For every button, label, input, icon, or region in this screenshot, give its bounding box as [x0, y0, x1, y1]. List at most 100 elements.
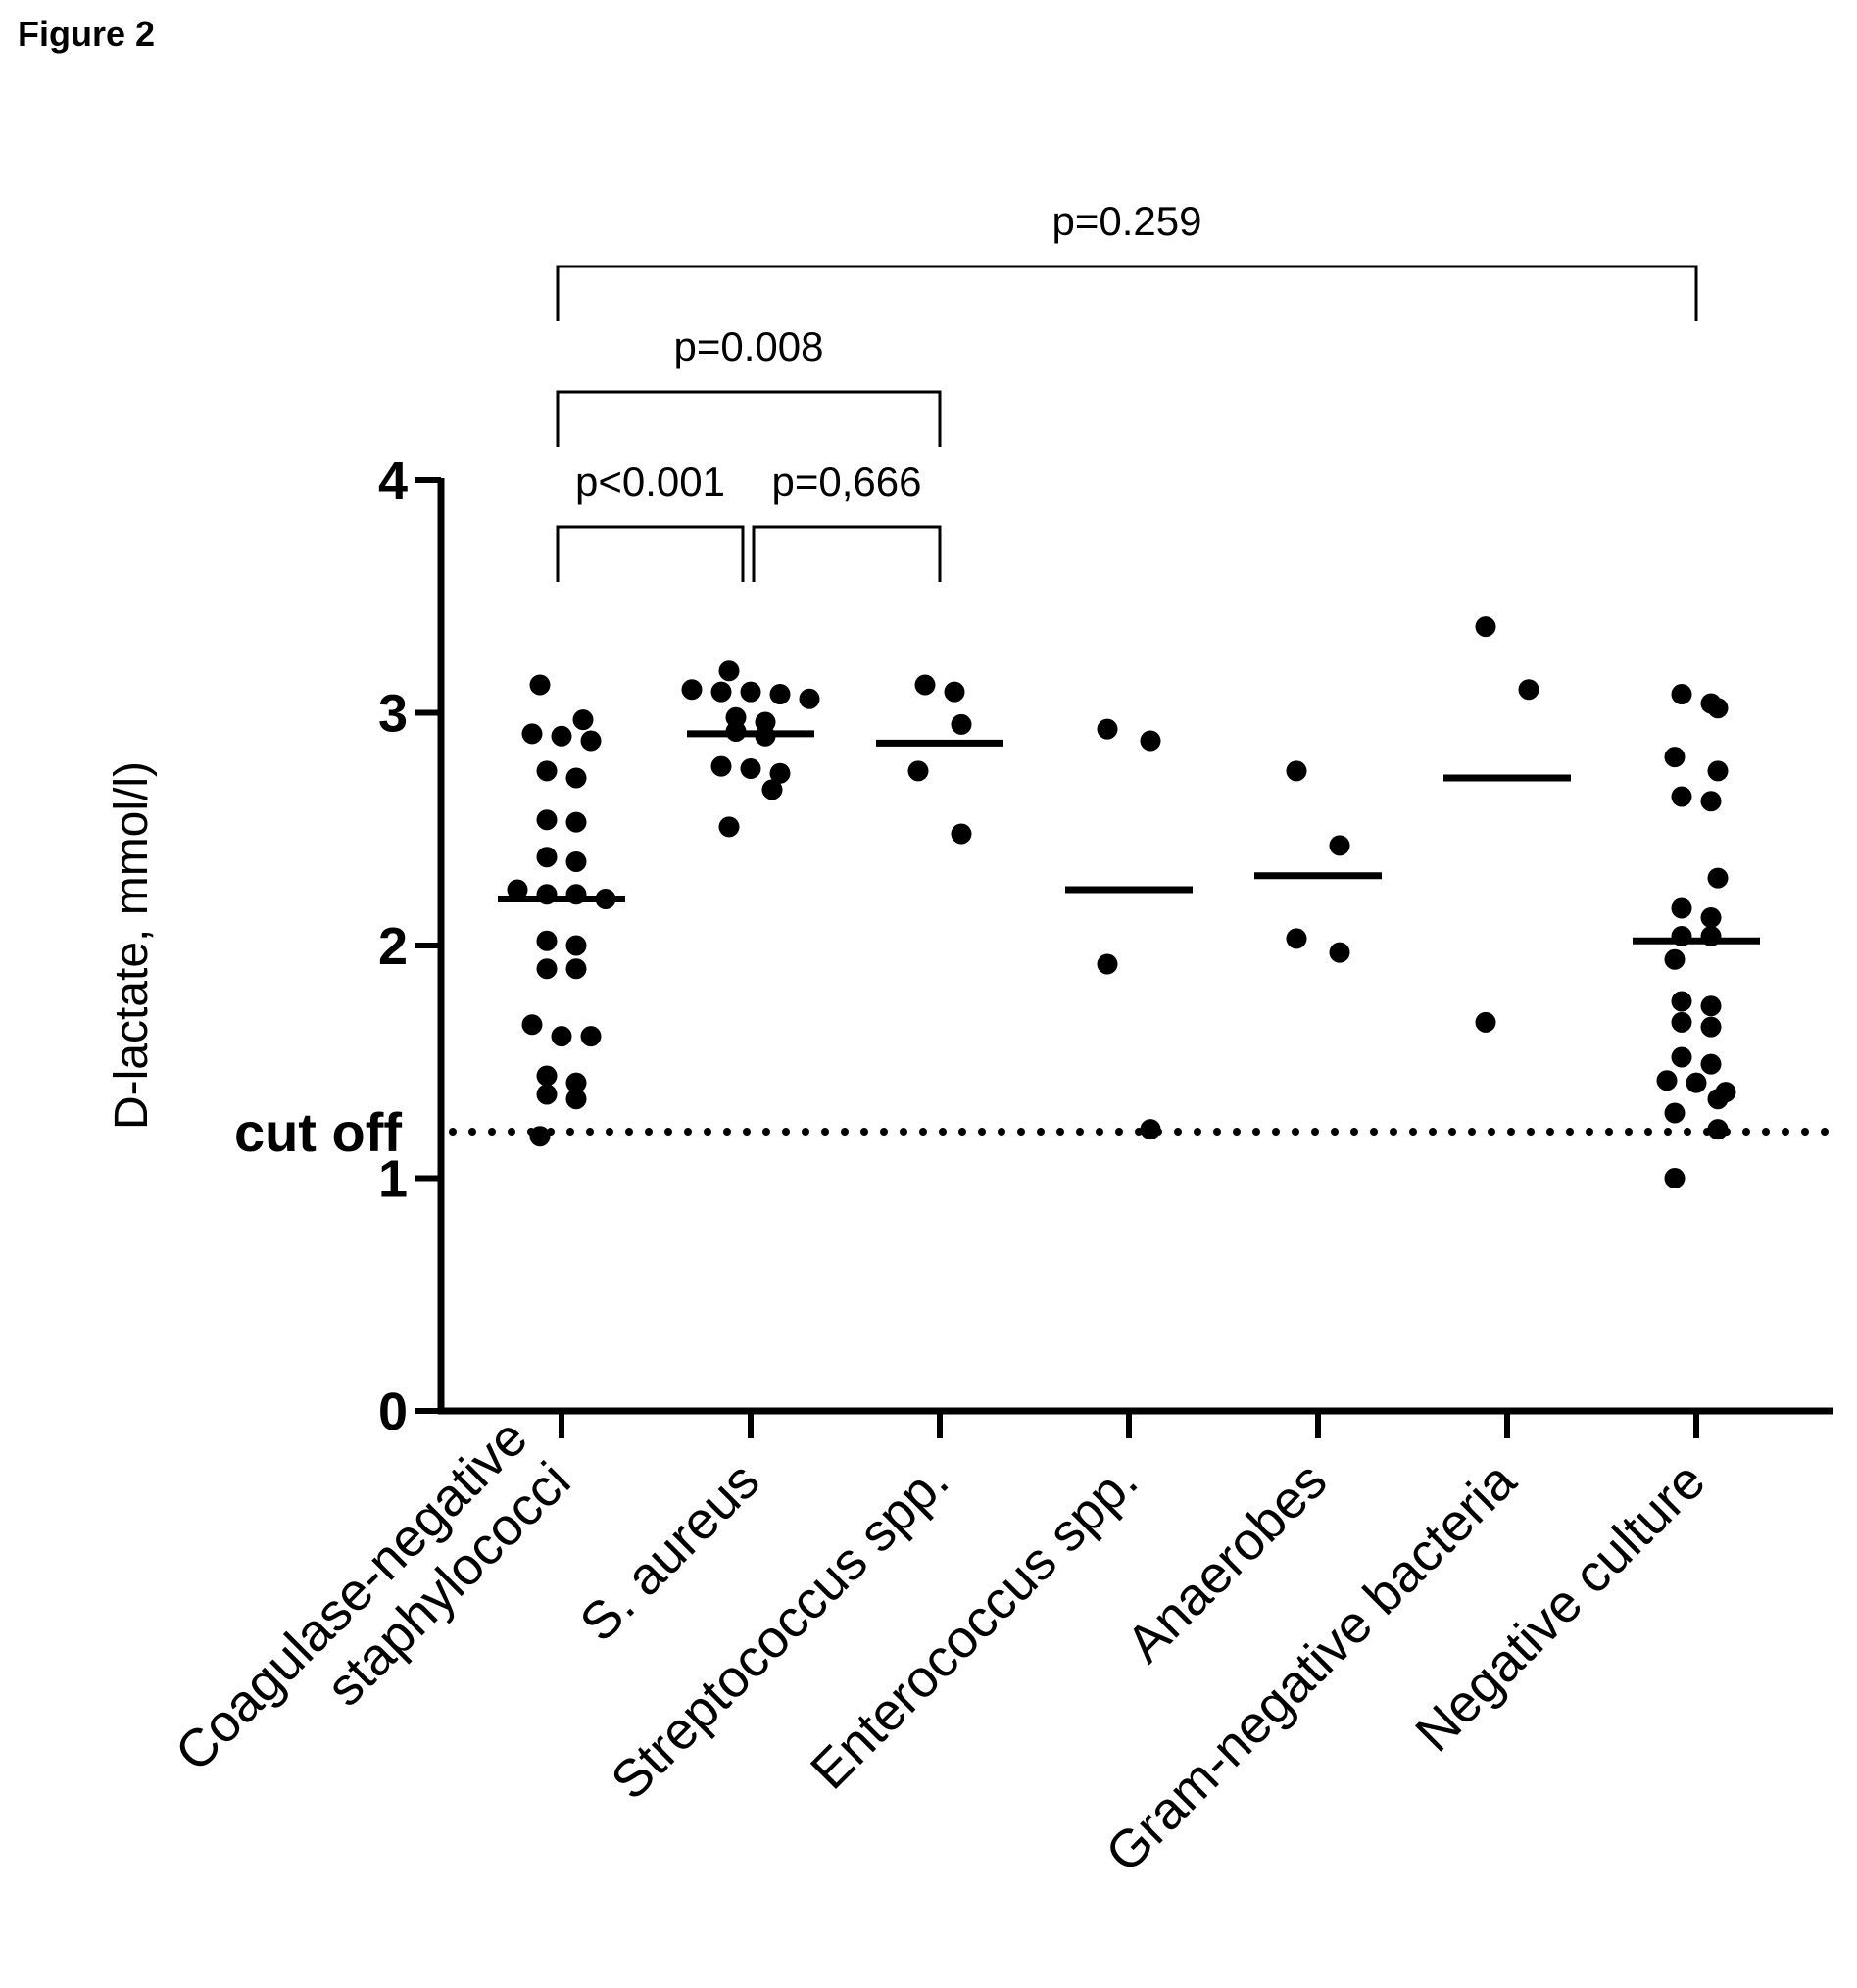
- data-point: [572, 709, 594, 731]
- data-point: [951, 823, 972, 845]
- cutoff-label: cut off: [234, 1101, 402, 1163]
- data-point: [799, 688, 820, 709]
- data-point: [551, 725, 572, 747]
- figure-label: Figure 2: [18, 14, 156, 54]
- data-point: [914, 674, 936, 696]
- data-point: [529, 674, 551, 696]
- data-point: [521, 1014, 543, 1036]
- data-point: [761, 779, 783, 800]
- data-point: [681, 679, 703, 701]
- data-point: [565, 1072, 587, 1093]
- data-point: [1700, 1053, 1722, 1075]
- data-point: [1700, 907, 1722, 928]
- comparison-bracket: [556, 265, 1698, 321]
- data-point: [529, 1126, 551, 1147]
- data-point: [1664, 1168, 1686, 1188]
- data-point: [1664, 948, 1686, 970]
- data-point: [536, 809, 558, 831]
- data-point: [536, 1084, 558, 1105]
- x-category-label-line: S. aureus: [569, 1451, 771, 1653]
- data-point: [1475, 616, 1496, 638]
- x-category-label: S. aureus: [569, 1451, 771, 1653]
- data-point: [718, 816, 740, 838]
- data-point: [1700, 995, 1722, 1017]
- data-point: [1707, 698, 1729, 719]
- data-point: [1286, 760, 1307, 782]
- comparison-bracket: [556, 390, 942, 447]
- data-point: [1664, 747, 1686, 768]
- data-point: [580, 730, 602, 752]
- data-point: [1671, 684, 1692, 704]
- data-point: [740, 758, 761, 779]
- y-tick-label: 0: [378, 1382, 408, 1441]
- data-point: [740, 681, 761, 703]
- median-lines: [498, 730, 1760, 945]
- data-point: [1671, 1011, 1692, 1033]
- data-point: [769, 684, 791, 704]
- data-point: [536, 958, 558, 980]
- x-category-label-line: Streptococcus spp.: [600, 1451, 959, 1811]
- data-point: [1518, 679, 1539, 701]
- data-point: [1097, 953, 1118, 975]
- data-point: [521, 723, 543, 745]
- x-category-label-line: Coagulase-negative: [165, 1408, 539, 1782]
- comparison-p-value: p=0,666: [772, 459, 922, 505]
- comparison-brackets: p<0.001 p=0,666 p=0.008 p=0.259: [556, 198, 1698, 582]
- data-point: [1686, 1072, 1707, 1093]
- data-point: [718, 660, 740, 682]
- axes: 0 1 2 3 4 D-lactate, mmol/l): [106, 452, 1833, 1441]
- x-category-label: Coagulase-negativestaphylococci: [165, 1408, 582, 1825]
- comparison-p-value: p<0.001: [575, 459, 725, 505]
- data-point: [1475, 1011, 1496, 1033]
- data-point: [1286, 928, 1307, 949]
- data-point: [565, 935, 587, 956]
- data-point: [1097, 718, 1118, 740]
- data-point: [565, 767, 587, 789]
- cutoff-layer: cut off: [234, 1101, 1836, 1163]
- data-point: [907, 760, 929, 782]
- data-point: [1140, 1119, 1161, 1140]
- y-tick-label: 3: [378, 685, 408, 744]
- data-point: [1700, 1016, 1722, 1038]
- data-point: [565, 811, 587, 833]
- x-category-label: Streptococcus spp.: [600, 1451, 959, 1811]
- data-point: [1140, 730, 1161, 752]
- data-point: [507, 879, 528, 900]
- data-point: [536, 847, 558, 868]
- data-point: [710, 681, 732, 703]
- y-tick-label: 2: [378, 917, 408, 976]
- data-point: [1671, 1046, 1692, 1068]
- x-category-label: Enterococcus spp.: [800, 1451, 1149, 1801]
- data-point: [1707, 760, 1729, 782]
- data-point: [536, 1065, 558, 1087]
- data-point: [1707, 1119, 1729, 1140]
- data-point: [1671, 897, 1692, 919]
- data-point: [1707, 867, 1729, 889]
- data-point: [565, 1089, 587, 1110]
- data-point: [580, 1026, 602, 1047]
- data-points: [507, 616, 1736, 1188]
- data-point: [1707, 1089, 1729, 1110]
- y-axis-label: D-lactate, mmol/l): [106, 761, 158, 1130]
- data-point: [1664, 1102, 1686, 1124]
- y-tick-label: 4: [378, 452, 408, 510]
- data-point: [1700, 791, 1722, 812]
- data-point: [565, 851, 587, 872]
- comparison-p-value: p=0.008: [674, 323, 824, 369]
- comparison-bracket: [556, 525, 745, 582]
- data-point: [565, 958, 587, 980]
- data-point: [551, 1026, 572, 1047]
- data-point: [536, 760, 558, 782]
- data-point: [1329, 835, 1350, 856]
- data-point: [1671, 786, 1692, 807]
- data-point: [536, 930, 558, 951]
- data-point: [951, 713, 972, 735]
- y-tick-label: 1: [378, 1150, 408, 1209]
- data-point: [710, 755, 732, 777]
- comparison-p-value: p=0.259: [1052, 198, 1202, 244]
- x-category-label-line: Enterococcus spp.: [800, 1451, 1149, 1801]
- data-point: [1656, 1070, 1678, 1091]
- data-point: [1329, 942, 1350, 963]
